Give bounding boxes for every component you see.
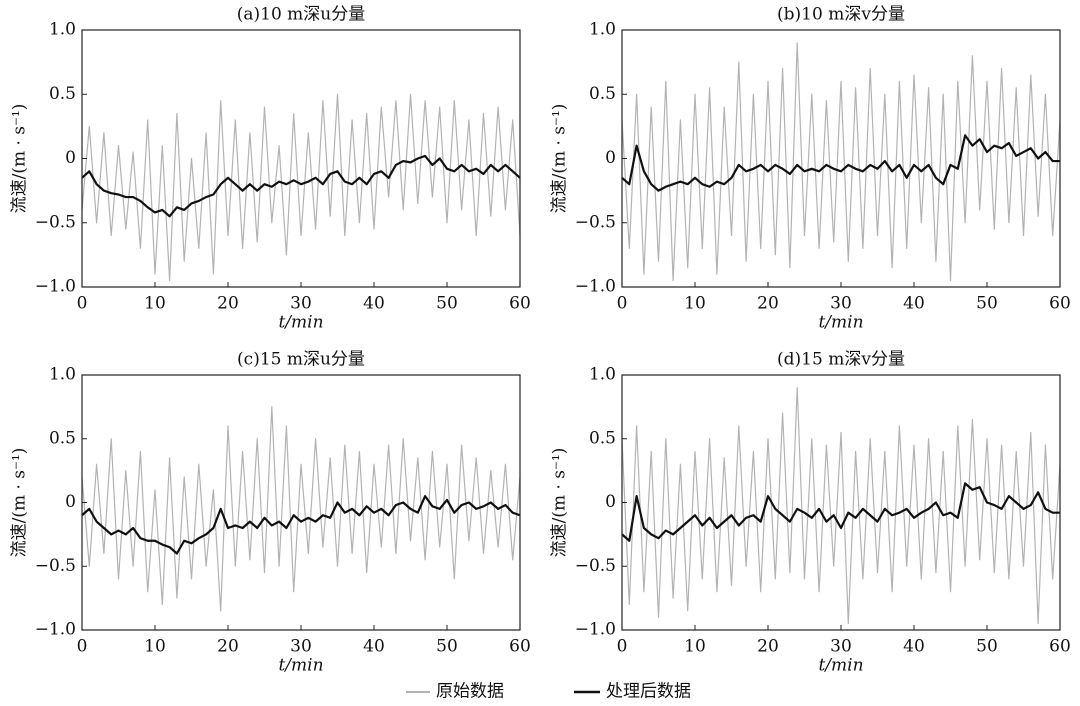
panel: 0 10 20 30 40 50 60 1.0 0.5 0 −0.5 −1.0 (d)15 m深v分量 t… — [550, 350, 1071, 676]
y-tick-label: −1.0 — [35, 277, 76, 297]
y-axis-label: 流速/(m · s⁻¹) — [550, 448, 570, 558]
x-tick-label: 10 — [144, 294, 166, 314]
x-axis-label: t/min — [818, 313, 863, 333]
y-tick-label: 0 — [65, 492, 76, 512]
x-tick-label: 60 — [509, 637, 531, 657]
panel: 0 10 20 30 40 50 60 1.0 0.5 0 −0.5 −1.0 (b)10 m深v分量 t… — [550, 5, 1071, 333]
plot-frame — [621, 374, 1061, 631]
x-tick-label: 0 — [77, 294, 88, 314]
x-tick-label: 10 — [144, 637, 166, 657]
series-line — [621, 387, 1061, 625]
x-tick-label: 40 — [903, 294, 925, 314]
x-tick-label: 60 — [1049, 294, 1071, 314]
panel-title: (c)15 m深u分量 — [237, 350, 365, 370]
x-tick-label: 50 — [436, 294, 458, 314]
panel: 0 10 20 30 40 50 60 1.0 0.5 0 −0.5 −1.0 (a)10 m深u分量 t… — [10, 5, 531, 333]
x-tick-label: 10 — [684, 637, 706, 657]
y-tick-label: 0 — [605, 492, 616, 512]
legend-label: 原始数据 — [436, 682, 504, 702]
x-tick-label: 0 — [77, 637, 88, 657]
x-tick-label: 60 — [1049, 637, 1071, 657]
x-tick-label: 50 — [436, 637, 458, 657]
x-axis-label: t/min — [818, 656, 863, 676]
x-tick-label: 50 — [976, 637, 998, 657]
y-axis-label: 流速/(m · s⁻¹) — [550, 104, 570, 214]
x-tick-label: 60 — [509, 294, 531, 314]
y-tick-label: −1.0 — [575, 620, 616, 640]
y-tick-label: −0.5 — [35, 556, 76, 576]
x-tick-label: 20 — [757, 637, 779, 657]
legend: 原始数据 处理后数据 — [406, 682, 691, 702]
y-tick-label: −1.0 — [35, 620, 76, 640]
series-line — [81, 154, 521, 218]
x-tick-label: 30 — [290, 294, 312, 314]
plot-frame — [81, 29, 521, 288]
y-tick-label: −1.0 — [575, 277, 616, 297]
x-axis-label: t/min — [278, 656, 323, 676]
y-tick-label: 0.5 — [589, 84, 616, 104]
y-tick-label: 1.0 — [589, 365, 616, 385]
x-axis-label: t/min — [278, 313, 323, 333]
panel-title: (d)15 m深v分量 — [777, 350, 905, 370]
x-tick-label: 50 — [976, 294, 998, 314]
y-tick-label: 1.0 — [589, 20, 616, 40]
x-tick-label: 30 — [290, 637, 312, 657]
x-tick-label: 20 — [217, 294, 239, 314]
x-tick-label: 20 — [757, 294, 779, 314]
x-tick-label: 30 — [830, 637, 852, 657]
series-line — [81, 406, 521, 612]
y-tick-label: 1.0 — [49, 365, 76, 385]
y-tick-label: 0.5 — [49, 84, 76, 104]
plot-frame — [621, 29, 1061, 288]
x-tick-label: 40 — [903, 637, 925, 657]
series-line — [621, 134, 1060, 192]
x-tick-label: 20 — [217, 637, 239, 657]
x-tick-label: 10 — [684, 294, 706, 314]
x-tick-label: 0 — [617, 637, 628, 657]
series-line — [81, 495, 521, 555]
legend-label: 处理后数据 — [606, 682, 691, 702]
x-tick-label: 30 — [830, 294, 852, 314]
y-tick-label: −0.5 — [35, 212, 76, 232]
series-line — [621, 482, 1060, 542]
y-tick-label: 0 — [65, 148, 76, 168]
panel-title: (b)10 m深v分量 — [777, 5, 905, 25]
y-tick-label: −0.5 — [575, 556, 616, 576]
y-tick-label: 0.5 — [589, 428, 616, 448]
x-tick-label: 0 — [617, 294, 628, 314]
y-axis-label: 流速/(m · s⁻¹) — [10, 448, 30, 558]
panel-title: (a)10 m深u分量 — [237, 5, 366, 25]
panel: 0 10 20 30 40 50 60 1.0 0.5 0 −0.5 −1.0 (c)15 m深u分量 t… — [10, 350, 531, 676]
y-tick-label: 0.5 — [49, 428, 76, 448]
x-tick-label: 40 — [363, 294, 385, 314]
series-line — [621, 42, 1061, 282]
y-tick-label: 0 — [605, 148, 616, 168]
x-tick-label: 40 — [363, 637, 385, 657]
y-tick-label: −0.5 — [575, 212, 616, 232]
series-line — [81, 93, 521, 282]
y-axis-label: 流速/(m · s⁻¹) — [10, 104, 30, 214]
y-tick-label: 1.0 — [49, 20, 76, 40]
